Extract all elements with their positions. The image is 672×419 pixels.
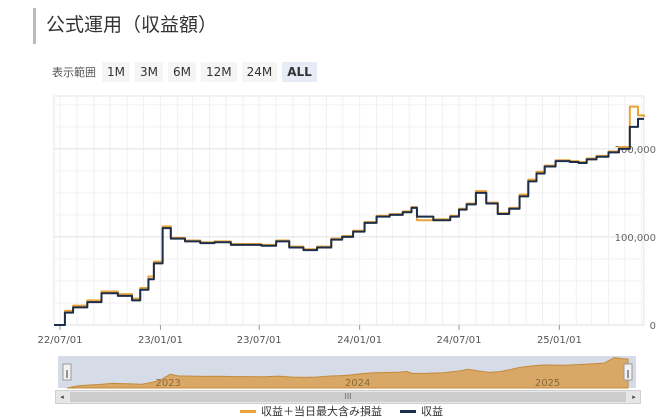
- navigator-area: [66, 356, 629, 389]
- legend-label-navy: 収益: [421, 405, 443, 418]
- y-tick-label: 100,000: [615, 233, 656, 244]
- x-tick-label: 24/01/01: [337, 335, 382, 346]
- range-button-1m[interactable]: 1M: [102, 62, 130, 82]
- range-selector: 表示範囲 1M 3M 6M 12M 24M ALL: [52, 62, 322, 82]
- x-tick-label: 23/01/01: [138, 335, 183, 346]
- navigator-scrollbar[interactable]: ◂ III ▸: [55, 390, 641, 404]
- navigator-year-label: 2024: [345, 378, 370, 389]
- navigator-chart[interactable]: 2023 2024 2025 ‖ ‖: [0, 352, 672, 390]
- navigator-year-label: 2025: [535, 378, 560, 389]
- page-title: 公式運用（収益額）: [46, 14, 218, 36]
- page-title-block: 公式運用（収益額）: [33, 8, 217, 44]
- x-tick-label: 25/01/01: [537, 335, 582, 346]
- legend-swatch-navy: [400, 409, 416, 413]
- legend-label-orange: 収益＋当日最大含み損益: [261, 405, 382, 418]
- scrollbar-thumb[interactable]: III: [70, 392, 626, 402]
- x-tick-label: 22/07/01: [38, 335, 83, 346]
- legend-item-orange[interactable]: 収益＋当日最大含み損益: [240, 403, 382, 419]
- range-button-all[interactable]: ALL: [282, 62, 317, 82]
- navigator-handle-grip-icon: ‖: [626, 369, 630, 378]
- plot-area: [53, 95, 645, 326]
- range-selector-label: 表示範囲: [52, 66, 96, 79]
- navigator-right-handle[interactable]: [623, 363, 633, 381]
- chart-legend: 収益＋当日最大含み損益 収益: [240, 403, 461, 419]
- navigator-year-label: 2023: [155, 378, 180, 389]
- y-tick-label: 200,000: [615, 145, 656, 156]
- y-tick-label: 0: [650, 321, 656, 332]
- profit-line-chart[interactable]: 0 100,000 200,000 22/07/01 23/01/01 23/07/01 2…: [0, 90, 672, 352]
- legend-item-navy[interactable]: 収益: [400, 403, 443, 419]
- scroll-right-arrow-icon[interactable]: ▸: [628, 391, 640, 403]
- range-button-12m[interactable]: 12M: [201, 62, 237, 82]
- navigator-left-handle[interactable]: [62, 363, 72, 381]
- legend-swatch-orange: [240, 409, 256, 413]
- range-button-3m[interactable]: 3M: [135, 62, 163, 82]
- scroll-left-arrow-icon[interactable]: ◂: [56, 391, 68, 403]
- range-button-6m[interactable]: 6M: [168, 62, 196, 82]
- navigator-handle-grip-icon: ‖: [65, 369, 69, 378]
- series-line-navy[interactable]: [54, 117, 644, 326]
- x-tick-label: 23/07/01: [237, 335, 282, 346]
- range-button-24m[interactable]: 24M: [241, 62, 278, 82]
- x-tick-label: 24/07/01: [437, 335, 482, 346]
